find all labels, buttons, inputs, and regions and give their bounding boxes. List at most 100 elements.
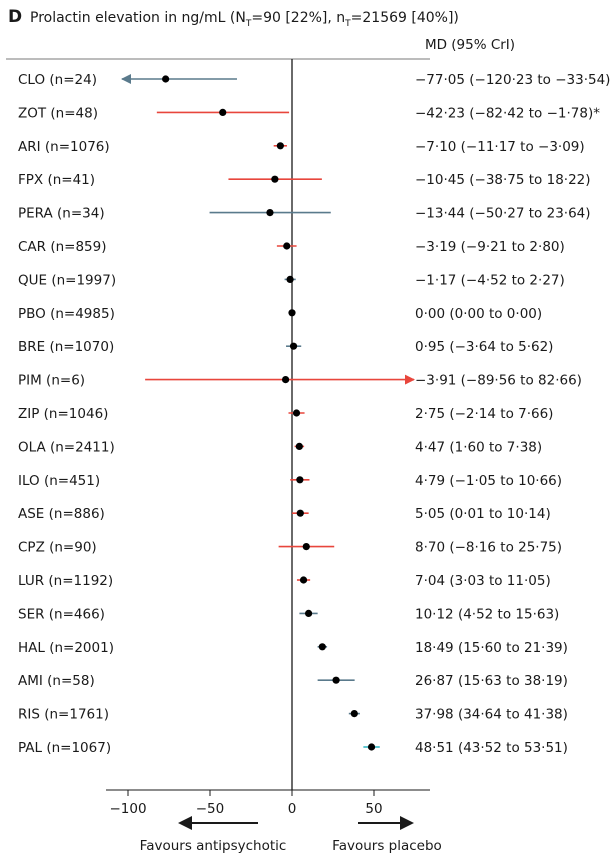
- point-estimate: [350, 710, 358, 718]
- title-subscript-2: T: [344, 19, 351, 29]
- row-label: CLO (n=24): [18, 72, 97, 88]
- point-estimate: [302, 543, 310, 551]
- point-estimate: [162, 75, 170, 83]
- favours-left-arrowhead: [178, 816, 192, 830]
- effect-estimate-text: 18·49 (15·60 to 21·39): [415, 640, 568, 656]
- effect-estimate-text: −77·05 (−120·23 to −33·54): [415, 72, 610, 88]
- row-label: RIS (n=1761): [18, 707, 109, 723]
- chart-title: Prolactin elevation in ng/mL (NT=90 [22%…: [30, 10, 459, 29]
- point-estimate: [283, 242, 291, 250]
- favours-right-arrowhead: [400, 816, 414, 830]
- point-estimate: [296, 509, 304, 517]
- row-label: HAL (n=2001): [18, 640, 114, 656]
- forest-row: CLO (n=24) −77·05 (−120·23 to −33·54): [18, 72, 610, 88]
- row-label: ARI (n=1076): [18, 139, 110, 155]
- forest-row: ZOT (n=48) −42·23 (−82·42 to −1·78)*: [18, 105, 600, 121]
- x-tick-label: −100: [109, 801, 146, 817]
- point-estimate: [332, 676, 340, 684]
- effect-estimate-text: 7·04 (3·03 to 11·05): [415, 573, 551, 589]
- forest-row: LUR (n=1192) 7·04 (3·03 to 11·05): [18, 573, 551, 589]
- effect-estimate-text: 4·79 (−1·05 to 10·66): [415, 473, 562, 489]
- point-estimate: [288, 309, 296, 317]
- effect-estimate-text: −10·45 (−38·75 to 18·22): [415, 172, 591, 188]
- row-label: CAR (n=859): [18, 239, 107, 255]
- row-label: LUR (n=1192): [18, 573, 113, 589]
- effect-estimate-text: 26·87 (15·63 to 38·19): [415, 673, 568, 689]
- point-estimate: [296, 476, 304, 484]
- forest-row: FPX (n=41) −10·45 (−38·75 to 18·22): [18, 172, 591, 188]
- point-estimate: [292, 409, 301, 417]
- title-part-2: =90 [22%], n: [251, 10, 345, 26]
- forest-row: PIM (n=6) −3·91 (−89·56 to 82·66): [18, 373, 582, 389]
- favours-right-label: Favours placebo: [332, 838, 442, 854]
- row-label: ZIP (n=1046): [18, 406, 108, 422]
- forest-row: ASE (n=886) 5·05 (0·01 to 10·14): [18, 506, 551, 522]
- forest-row: CAR (n=859) −3·19 (−9·21 to 2·80): [18, 239, 565, 255]
- effect-estimate-text: −3·19 (−9·21 to 2·80): [415, 239, 565, 255]
- point-estimate: [289, 342, 298, 350]
- column-header: MD (95% CrI): [425, 37, 515, 53]
- x-tick-label: −50: [196, 801, 225, 817]
- row-label: PIM (n=6): [18, 373, 85, 389]
- forest-row: HAL (n=2001) 18·49 (15·60 to 21·39): [18, 640, 568, 656]
- row-label: AMI (n=58): [18, 673, 95, 689]
- point-estimate: [271, 175, 279, 183]
- forest-row: BRE (n=1070) 0·95 (−3·64 to 5·62): [18, 339, 553, 355]
- forest-row: PAL (n=1067) 48·51 (43·52 to 53·51): [18, 740, 568, 756]
- row-label: OLA (n=2411): [18, 439, 115, 455]
- point-estimate: [266, 209, 274, 217]
- effect-estimate-text: 0·95 (−3·64 to 5·62): [415, 339, 553, 355]
- row-label: QUE (n=1997): [18, 272, 116, 288]
- forest-row: RIS (n=1761) 37·98 (34·64 to 41·38): [18, 707, 568, 723]
- forest-row: QUE (n=1997) −1·17 (−4·52 to 2·27): [18, 272, 565, 288]
- effect-estimate-text: −13·44 (−50·27 to 23·64): [415, 206, 591, 222]
- forest-row: SER (n=466) 10·12 (4·52 to 15·63): [18, 606, 559, 622]
- title-subscript-1: T: [245, 19, 252, 29]
- effect-estimate-text: 4·47 (1·60 to 7·38): [415, 439, 542, 455]
- point-estimate: [299, 576, 308, 584]
- forest-row: AMI (n=58) 26·87 (15·63 to 38·19): [18, 673, 568, 689]
- forest-row: ARI (n=1076) −7·10 (−11·17 to −3·09): [18, 139, 585, 155]
- row-label: SER (n=466): [18, 606, 105, 622]
- row-label: ILO (n=451): [18, 473, 100, 489]
- effect-estimate-text: 10·12 (4·52 to 15·63): [415, 606, 559, 622]
- x-axis-ticks: −100 −50 0 50: [109, 790, 383, 817]
- point-estimate: [281, 376, 290, 384]
- row-label: PBO (n=4985): [18, 306, 115, 322]
- effect-estimate-text: 8·70 (−8·16 to 25·75): [415, 540, 562, 556]
- effect-estimate-text: 2·75 (−2·14 to 7·66): [415, 406, 553, 422]
- effect-estimate-text: 0·00 (0·00 to 0·00): [415, 306, 542, 322]
- effect-estimate-text: −1·17 (−4·52 to 2·27): [415, 272, 565, 288]
- row-label: FPX (n=41): [18, 172, 95, 188]
- point-estimate: [295, 442, 303, 450]
- effect-estimate-text: 5·05 (0·01 to 10·14): [415, 506, 551, 522]
- forest-row: ILO (n=451) 4·79 (−1·05 to 10·66): [18, 473, 562, 489]
- effect-estimate-text: −7·10 (−11·17 to −3·09): [415, 139, 585, 155]
- forest-row: CPZ (n=90) 8·70 (−8·16 to 25·75): [18, 540, 562, 556]
- row-label: PERA (n=34): [18, 206, 105, 222]
- forest-row: ZIP (n=1046) 2·75 (−2·14 to 7·66): [18, 406, 553, 422]
- row-label: BRE (n=1070): [18, 339, 114, 355]
- panel-letter: D: [8, 7, 22, 27]
- row-label: PAL (n=1067): [18, 740, 111, 756]
- forest-row: PERA (n=34) −13·44 (−50·27 to 23·64): [18, 206, 591, 222]
- point-estimate: [318, 643, 326, 651]
- x-tick-label: 50: [365, 801, 382, 817]
- favours-left-label: Favours antipsychotic: [140, 838, 287, 854]
- forest-row: PBO (n=4985) 0·00 (0·00 to 0·00): [18, 306, 542, 322]
- row-label: ASE (n=886): [18, 506, 105, 522]
- forest-row: OLA (n=2411) 4·47 (1·60 to 7·38): [18, 439, 542, 455]
- point-estimate: [219, 108, 227, 116]
- point-estimate: [286, 275, 294, 283]
- x-tick-label: 0: [288, 801, 297, 817]
- point-estimate: [304, 609, 313, 618]
- point-estimate: [367, 743, 376, 751]
- effect-estimate-text: −42·23 (−82·42 to −1·78)*: [415, 105, 600, 121]
- effect-estimate-text: 37·98 (34·64 to 41·38): [415, 707, 568, 723]
- point-estimate: [276, 142, 284, 150]
- row-label: ZOT (n=48): [18, 105, 98, 121]
- effect-estimate-text: −3·91 (−89·56 to 82·66): [415, 373, 582, 389]
- forest-rows: CLO (n=24) −77·05 (−120·23 to −33·54) ZOT …: [18, 72, 610, 756]
- title-part-3: =21569 [40%]): [351, 10, 459, 26]
